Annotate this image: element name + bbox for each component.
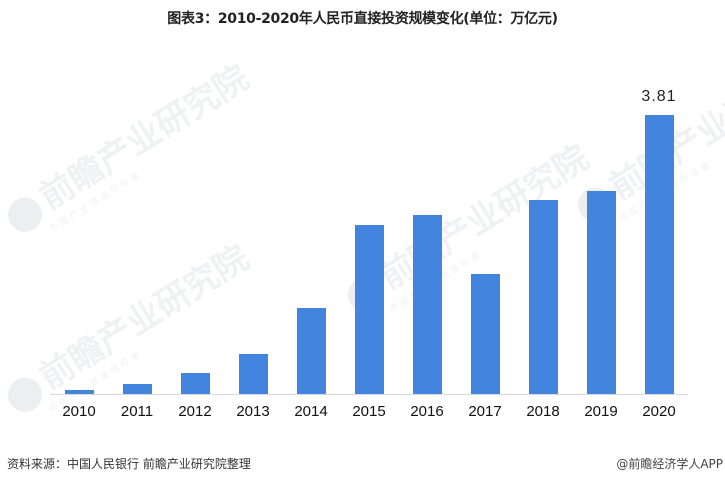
source-note: 资料来源：中国人民银行 前瞻产业研究院整理 (7, 457, 251, 471)
bar-2016 (412, 215, 442, 394)
x-tick-label: 2020 (642, 403, 676, 420)
bar-2010 (64, 390, 94, 394)
bar-2013 (238, 354, 268, 394)
bar-2015 (354, 225, 384, 394)
plot-area: 3.81 (50, 80, 688, 394)
x-tick-label: 2017 (468, 403, 502, 420)
x-tick-label: 2015 (352, 403, 386, 420)
x-tick-label: 2019 (584, 403, 618, 420)
x-tick-label: 2018 (526, 403, 560, 420)
bar-2014 (296, 308, 326, 394)
data-label-2020: 3.81 (641, 88, 677, 105)
bar-2017 (470, 274, 500, 394)
x-axis-line (50, 394, 688, 395)
bar-2019 (586, 191, 616, 394)
watermark-logo-icon (1, 370, 49, 418)
bar-2020 (644, 115, 674, 394)
bar-2011 (122, 384, 152, 394)
x-tick-label: 2013 (236, 403, 270, 420)
bar-2018 (528, 200, 558, 394)
chart-title: 图表3：2010-2020年人民币直接投资规模变化(单位：万亿元) (167, 11, 558, 27)
bar-2012 (180, 373, 210, 394)
watermark-logo-icon (1, 190, 49, 238)
x-tick-label: 2014 (294, 403, 328, 420)
x-tick-label: 2012 (178, 403, 212, 420)
x-tick-label: 2016 (410, 403, 444, 420)
credit-note: @前瞻经济学人APP (616, 457, 723, 471)
x-tick-label: 2010 (62, 403, 96, 420)
x-tick-label: 2011 (120, 403, 154, 420)
